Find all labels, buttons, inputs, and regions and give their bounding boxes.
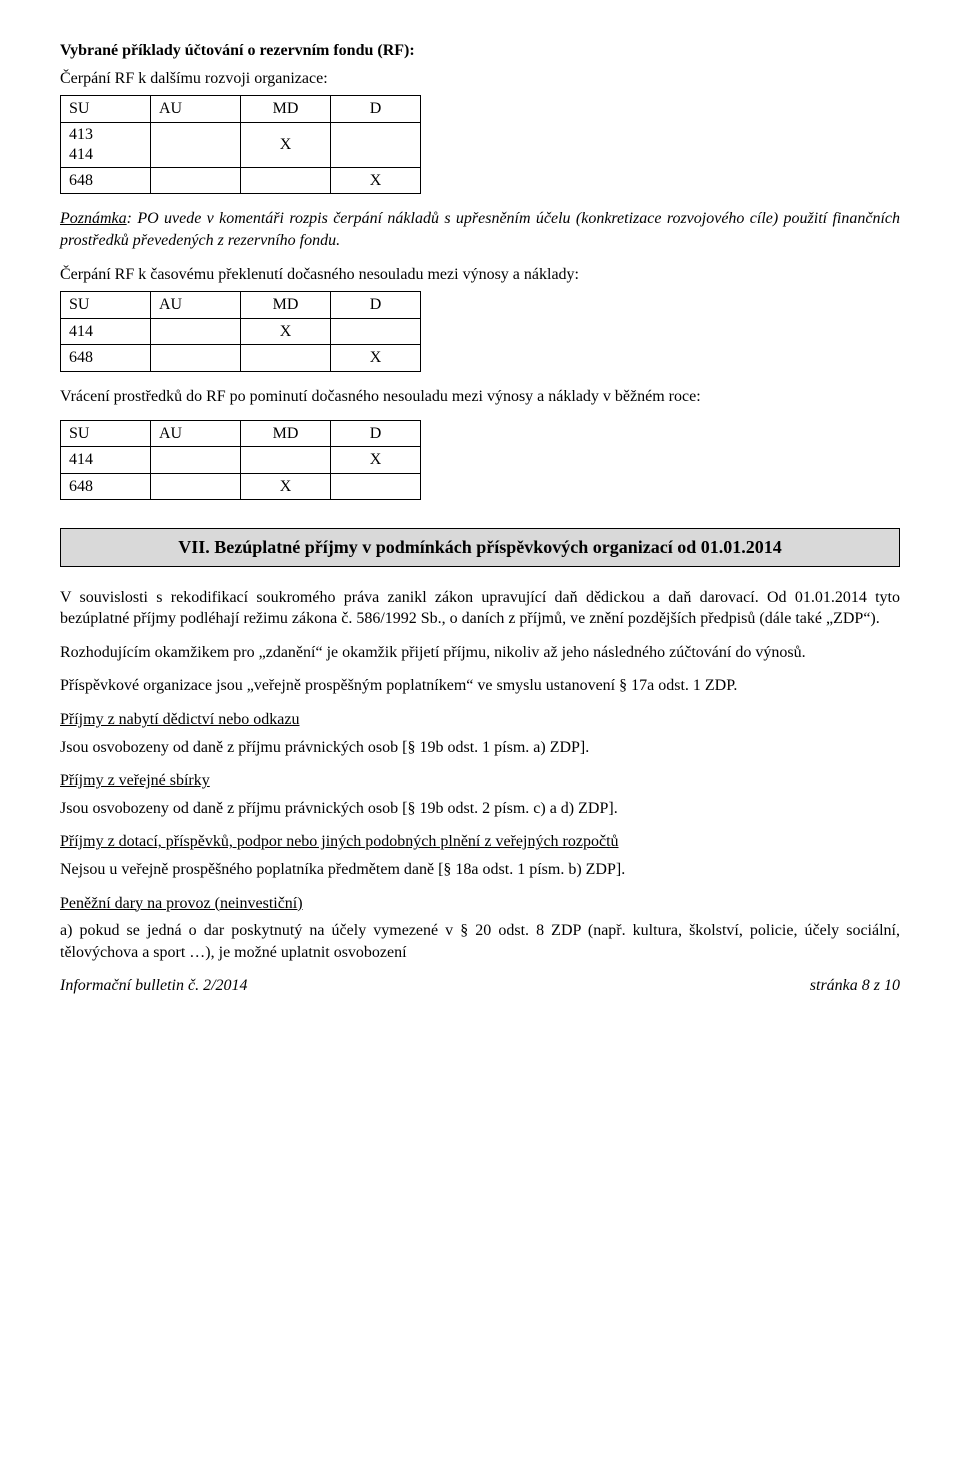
- poznamka-label: Poznámka: [60, 210, 127, 227]
- cell-su: 648: [61, 345, 151, 372]
- cell-d: [331, 318, 421, 345]
- heading-selected-examples: Vybrané příklady účtování o rezervním fo…: [60, 40, 900, 62]
- table-row: 413 414 X: [61, 122, 421, 167]
- table-row: 648 X: [61, 473, 421, 500]
- footer-right: stránka 8 z 10: [810, 975, 900, 997]
- th-su: SU: [61, 292, 151, 319]
- table-row: 648 X: [61, 167, 421, 194]
- table-row: 648 X: [61, 345, 421, 372]
- cell-su: 414: [61, 318, 151, 345]
- footer-left: Informační bulletin č. 2/2014: [60, 975, 248, 997]
- section-vii-box: VII. Bezúplatné příjmy v podmínkách přís…: [60, 528, 900, 566]
- th-au: AU: [151, 420, 241, 447]
- sub1-title: Příjmy z nabytí dědictví nebo odkazu: [60, 709, 900, 731]
- sub2-text: Jsou osvobozeny od daně z příjmu právnic…: [60, 798, 900, 820]
- cell-d: [331, 473, 421, 500]
- cell-md: X: [241, 122, 331, 167]
- th-su: SU: [61, 420, 151, 447]
- cell-d: X: [331, 167, 421, 194]
- cell-su: 413 414: [61, 122, 151, 167]
- cell-md: X: [241, 318, 331, 345]
- th-md: MD: [241, 292, 331, 319]
- cell-md: [241, 345, 331, 372]
- poznamka-text: : PO uvede v komentáři rozpis čerpání ná…: [60, 210, 900, 249]
- th-md: MD: [241, 420, 331, 447]
- para-3: Příspěvkové organizace jsou „veřejně pro…: [60, 675, 900, 697]
- th-md: MD: [241, 96, 331, 123]
- th-d: D: [331, 420, 421, 447]
- th-au: AU: [151, 292, 241, 319]
- cell-md: [241, 447, 331, 474]
- footer: Informační bulletin č. 2/2014 stránka 8 …: [60, 975, 900, 997]
- cell-su: 648: [61, 473, 151, 500]
- th-au: AU: [151, 96, 241, 123]
- cell-d: X: [331, 345, 421, 372]
- table-3: SU AU MD D 414 X 648 X: [60, 420, 421, 501]
- cell-au: [151, 345, 241, 372]
- sub2-title: Příjmy z veřejné sbírky: [60, 770, 900, 792]
- sub4-title: Peněžní dary na provoz (neinvestiční): [60, 893, 900, 915]
- cell-su: 648: [61, 167, 151, 194]
- cell-d: X: [331, 447, 421, 474]
- sub4-item-a: a) pokud se jedná o dar poskytnutý na úč…: [60, 920, 900, 963]
- line-vraceni: Vrácení prostředků do RF po pominutí doč…: [60, 386, 900, 408]
- cell-au: [151, 122, 241, 167]
- cell-d: [331, 122, 421, 167]
- th-su: SU: [61, 96, 151, 123]
- poznamka: Poznámka: PO uvede v komentáři rozpis če…: [60, 208, 900, 251]
- th-d: D: [331, 96, 421, 123]
- sub1-text: Jsou osvobozeny od daně z příjmu právnic…: [60, 737, 900, 759]
- section-vii-title: VII. Bezúplatné příjmy v podmínkách přís…: [73, 535, 887, 559]
- line-cerpani-1: Čerpání RF k dalšímu rozvoji organizace:: [60, 68, 900, 90]
- cell-md: X: [241, 473, 331, 500]
- cell-au: [151, 318, 241, 345]
- cell-au: [151, 167, 241, 194]
- para-1: V souvislosti s rekodifikací soukromého …: [60, 587, 900, 630]
- sub3-text: Nejsou u veřejně prospěšného poplatníka …: [60, 859, 900, 881]
- table-1: SU AU MD D 413 414 X 648 X: [60, 95, 421, 194]
- table-row: 414 X: [61, 447, 421, 474]
- cell-au: [151, 473, 241, 500]
- para-2: Rozhodujícím okamžikem pro „zdanění“ je …: [60, 642, 900, 664]
- line-cerpani-2: Čerpání RF k časovému překlenutí dočasné…: [60, 264, 900, 286]
- cell-su: 414: [61, 447, 151, 474]
- th-d: D: [331, 292, 421, 319]
- cell-md: [241, 167, 331, 194]
- sub3-title: Příjmy z dotací, příspěvků, podpor nebo …: [60, 831, 900, 853]
- cell-au: [151, 447, 241, 474]
- table-2: SU AU MD D 414 X 648 X: [60, 291, 421, 372]
- table-row: 414 X: [61, 318, 421, 345]
